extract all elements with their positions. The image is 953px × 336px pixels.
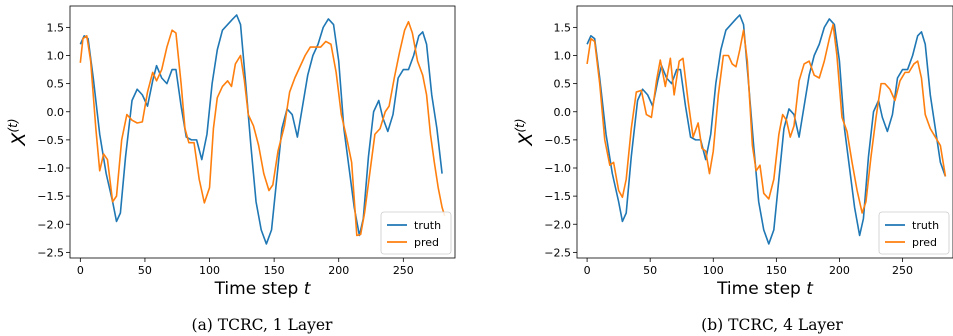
y-tick-label: −2.0 [544, 218, 571, 231]
figure-caption: (a) TCRC, 1 Layer [192, 316, 334, 334]
y-tick-label: 0.5 [47, 78, 65, 91]
legend: truth pred [879, 212, 949, 254]
y-tick-label: 1.5 [47, 21, 65, 34]
y-tick-label: 0.0 [554, 106, 572, 119]
x-tick-label: 150 [766, 264, 787, 277]
series-line-truth [587, 15, 945, 244]
x-tick-label: 150 [264, 264, 285, 277]
series-line-pred [80, 22, 444, 236]
x-tick-label: 250 [393, 264, 414, 277]
y-tick-label: 1.5 [554, 21, 572, 34]
y-tick-label: −1.0 [37, 162, 64, 175]
chart-panel-1: 0 50 100 150 200 250 −2.5 −2.0 −1.5 −1.0 −0.5 0.0 0.… [6, 6, 455, 334]
x-tick-label: 200 [829, 264, 850, 277]
y-tick-label: −2.0 [37, 218, 64, 231]
x-tick-label: 200 [328, 264, 349, 277]
legend-label-pred: pred [912, 236, 937, 249]
y-tick-label: −0.5 [37, 134, 64, 147]
y-tick-label: −2.5 [544, 246, 571, 259]
legend: truth pred [381, 212, 451, 254]
figure-caption: (b) TCRC, 4 Layer [701, 316, 843, 334]
chart-panel-2: 0 50 100 150 200 250 −2.5 −2.0 −1.5 −1.0 −0.5 0.0 0.… [513, 6, 953, 334]
series-line-truth [80, 15, 442, 244]
y-tick-label: −0.5 [544, 134, 571, 147]
y-tick-label: −1.5 [37, 190, 64, 203]
x-tick-label: 50 [643, 264, 657, 277]
y-tick-label: 1.0 [47, 50, 65, 63]
x-axis-label: Time step t [214, 279, 312, 299]
x-axis-label: Time step t [716, 279, 814, 299]
x-tick-label: 250 [892, 264, 913, 277]
y-tick-label: −1.5 [544, 190, 571, 203]
x-tick-label: 50 [138, 264, 152, 277]
x-tick-label: 100 [703, 264, 724, 277]
y-tick-label: 0.0 [47, 106, 65, 119]
legend-label-truth: truth [912, 219, 939, 232]
y-tick-label: −2.5 [37, 246, 64, 259]
y-tick-label: 1.0 [554, 50, 572, 63]
legend-label-truth: truth [414, 219, 441, 232]
y-tick-label: −1.0 [544, 162, 571, 175]
y-tick-label: 0.5 [554, 78, 572, 91]
y-axis-label: X(t) [6, 118, 30, 146]
x-tick-label: 0 [584, 264, 591, 277]
x-tick-label: 0 [77, 264, 84, 277]
x-tick-label: 100 [199, 264, 220, 277]
legend-label-pred: pred [414, 236, 439, 249]
y-axis-label: X(t) [513, 118, 537, 146]
